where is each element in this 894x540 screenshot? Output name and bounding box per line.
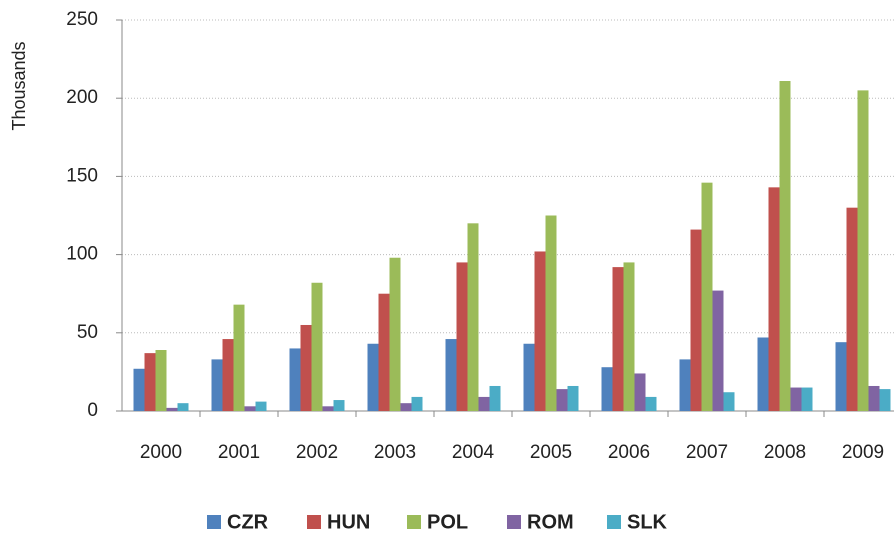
x-tick-label: 2007	[686, 442, 728, 463]
bar	[400, 403, 412, 411]
bar	[233, 304, 245, 411]
bar	[846, 207, 858, 411]
bar	[623, 262, 635, 411]
x-tick-label: 2005	[530, 442, 572, 463]
bar	[177, 403, 189, 411]
y-tick-label: 0	[87, 400, 98, 421]
x-tick-label: 2004	[452, 442, 495, 463]
y-tick-label: 50	[77, 322, 98, 343]
x-tick-label: 2006	[608, 442, 650, 463]
bar	[133, 368, 145, 411]
bar	[456, 262, 468, 411]
bar	[712, 290, 724, 411]
bar	[701, 182, 713, 411]
y-tick-label: 100	[66, 244, 98, 265]
legend-label: HUN	[327, 511, 370, 533]
legend-swatch	[307, 515, 321, 529]
legend-swatch	[207, 515, 221, 529]
bar	[166, 407, 178, 411]
bar	[322, 406, 334, 411]
bar	[445, 339, 457, 411]
bar	[768, 187, 780, 411]
legend-label: ROM	[527, 511, 574, 533]
bar	[545, 215, 557, 411]
bar	[333, 400, 345, 411]
bar	[690, 229, 702, 411]
y-tick-label: 250	[66, 9, 98, 30]
y-tick-label: 150	[66, 165, 98, 186]
bar	[645, 396, 657, 411]
bar	[790, 387, 802, 411]
bar	[567, 385, 579, 411]
x-tick-label: 2001	[218, 442, 260, 463]
y-axis-label: Thousands	[9, 41, 29, 130]
x-tick-label: 2009	[842, 442, 884, 463]
legend-swatch	[607, 515, 621, 529]
legend-label: CZR	[227, 511, 269, 533]
bar	[857, 90, 869, 411]
bar	[411, 396, 423, 411]
bar	[155, 350, 167, 411]
bar	[757, 337, 769, 411]
y-tick-label: 200	[66, 87, 98, 108]
bar	[835, 342, 847, 411]
bar	[723, 392, 735, 411]
x-tick-label: 2003	[374, 442, 416, 463]
bar	[211, 359, 223, 411]
bar	[478, 396, 490, 411]
bar	[489, 385, 501, 411]
bar	[222, 339, 234, 411]
bar	[523, 343, 535, 411]
bar	[244, 406, 256, 411]
x-tick-label: 2008	[764, 442, 806, 463]
bar	[289, 348, 301, 411]
bar	[378, 293, 390, 411]
bar	[801, 387, 813, 411]
bar	[879, 389, 891, 411]
bar	[467, 223, 479, 411]
bar	[389, 257, 401, 411]
x-tick-label: 2002	[296, 442, 338, 463]
legend-label: POL	[427, 511, 468, 533]
bar	[556, 389, 568, 411]
legend-swatch	[407, 515, 421, 529]
bar	[255, 401, 267, 411]
bar	[634, 373, 646, 411]
bar	[367, 343, 379, 411]
bar	[601, 367, 613, 411]
bar	[300, 324, 312, 411]
bar	[679, 359, 691, 411]
bar	[612, 267, 624, 411]
legend-label: SLK	[627, 511, 668, 533]
legend-swatch	[507, 515, 521, 529]
bar	[779, 80, 791, 411]
bar	[311, 282, 323, 411]
bar	[534, 251, 546, 411]
bar	[868, 385, 880, 411]
bar	[144, 353, 156, 411]
x-tick-label: 2000	[140, 442, 182, 463]
